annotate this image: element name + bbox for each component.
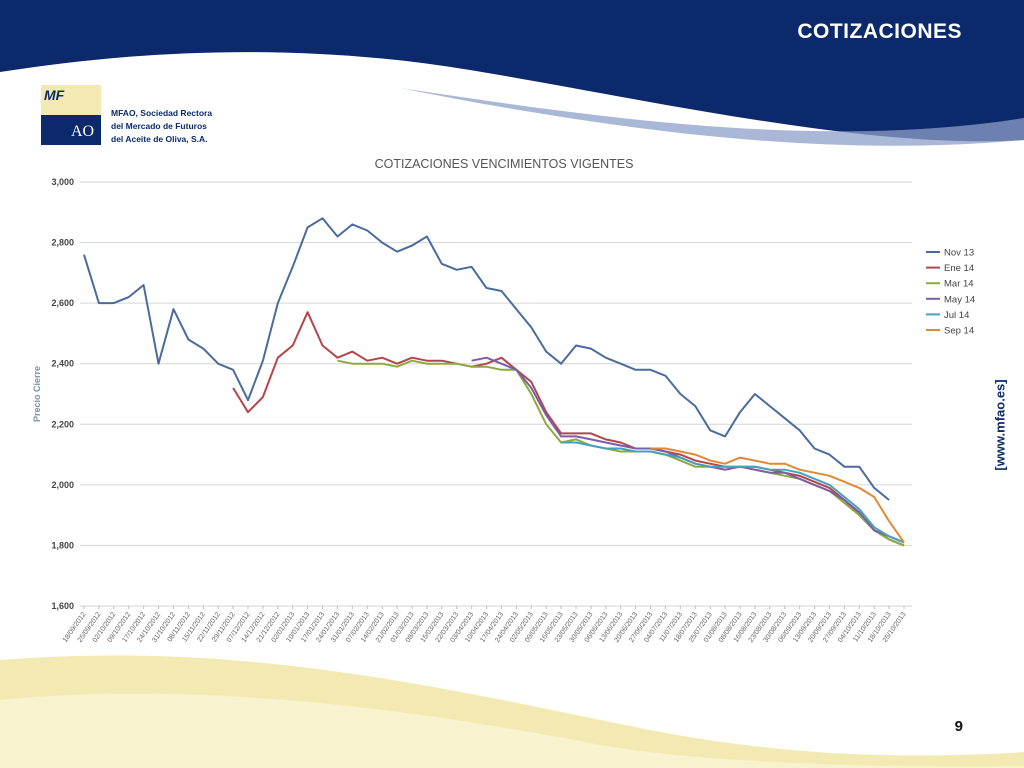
logo-line-2: del Mercado de Futuros [111,121,207,131]
y-tick-label: 2,400 [51,359,74,369]
y-axis-ticks: 3,000 2,800 2,600 2,400 2,200 2,000 1,800 1,600 [51,177,74,611]
series-line-sep-14 [650,447,905,543]
chart-grid [80,181,912,607]
chart-legend: Nov 13 Ene 14 Mar 14 May 14 Jul 14 Sep 14 [926,248,975,337]
series-line-may-14 [471,356,905,544]
y-tick-label: 1,800 [51,540,74,550]
header-wave-accent [400,88,1024,146]
page-number: 9 [954,718,963,735]
y-axis-label: Precio Cierre [32,366,42,422]
y-tick-label: 3,000 [51,177,74,187]
legend-label: May 14 [944,294,975,305]
website-label: [www.mfao.es] [992,379,1008,471]
y-tick-label: 2,800 [51,238,74,248]
slide-title: COTIZACIONES [797,20,962,43]
x-axis-ticks: 18/09/201225/09/201202/10/201209/10/2012… [62,606,908,644]
chart-title: COTIZACIONES VENCIMIENTOS VIGENTES [375,157,634,171]
legend-label: Mar 14 [944,279,974,290]
legend-label: Jul 14 [944,310,969,321]
legend-label: Ene 14 [944,263,974,274]
mfao-logo: MF AO MFAO, Sociedad Rectora del Mercado… [41,85,241,145]
y-tick-label: 2,600 [51,298,74,308]
series-line-nov-13 [83,217,890,501]
logo-mark-top: MF [41,85,101,115]
header-wave [0,0,1024,142]
legend-label: Nov 13 [944,248,974,259]
footer-wave-light [0,693,1024,768]
y-tick-label: 1,600 [51,601,74,611]
logo-mark-bottom: AO [41,115,101,145]
logo-line-3: del Aceite de Oliva, S.A. [111,134,208,144]
y-tick-label: 2,200 [51,419,74,429]
chart-series [83,217,905,547]
series-line-ene-14 [232,311,905,547]
legend-label: Sep 14 [944,326,974,337]
logo-company-name: MFAO, Sociedad Rectora del Mercado de Fu… [111,107,212,146]
logo-mark: MF AO [41,85,101,145]
logo-line-1: MFAO, Sociedad Rectora [111,108,213,118]
series-line-jul-14 [561,441,905,544]
series-line-mar-14 [337,359,905,547]
y-tick-label: 2,000 [51,480,74,490]
